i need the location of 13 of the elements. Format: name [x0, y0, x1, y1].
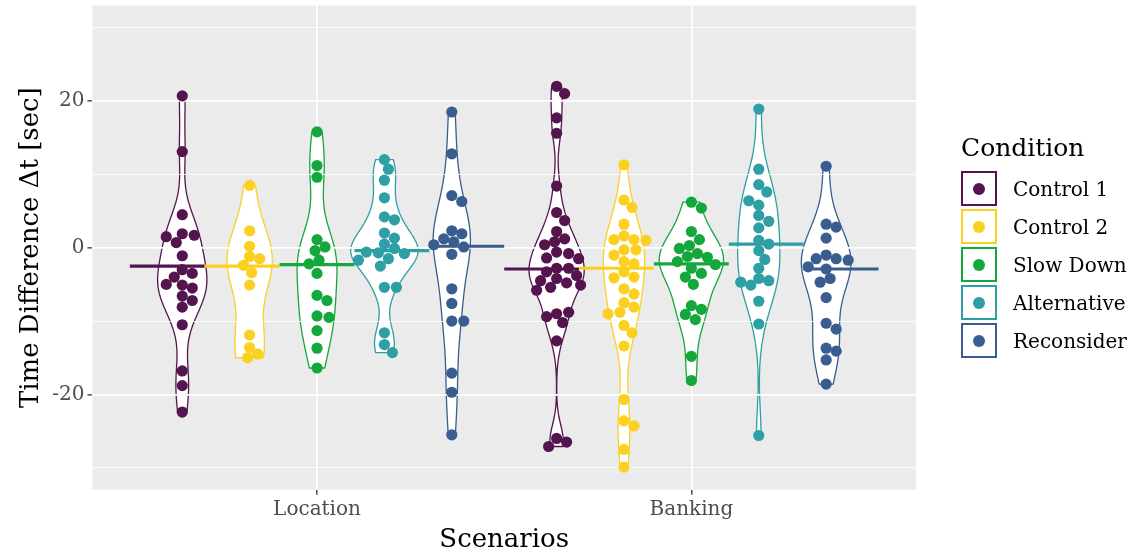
- legend-label: Control 2: [1013, 214, 1109, 239]
- y-tick-label: -20: [52, 380, 85, 405]
- y-axis-title: Time Difference Δt [sec]: [14, 87, 45, 409]
- legend-label: Reconsider: [1013, 328, 1127, 353]
- x-axis-title: Scenarios: [439, 523, 570, 554]
- x-tick-label: Banking: [649, 496, 734, 520]
- legend-title: Condition: [961, 131, 1086, 164]
- y-tick-label: 0: [71, 233, 85, 258]
- legend-label: Alternative: [1013, 290, 1126, 315]
- y-tick-label: 20: [58, 87, 85, 112]
- x-tick-label: Location: [273, 496, 362, 520]
- legend-label: Control 1: [1013, 176, 1109, 201]
- legend-label: Slow Down: [1013, 252, 1127, 277]
